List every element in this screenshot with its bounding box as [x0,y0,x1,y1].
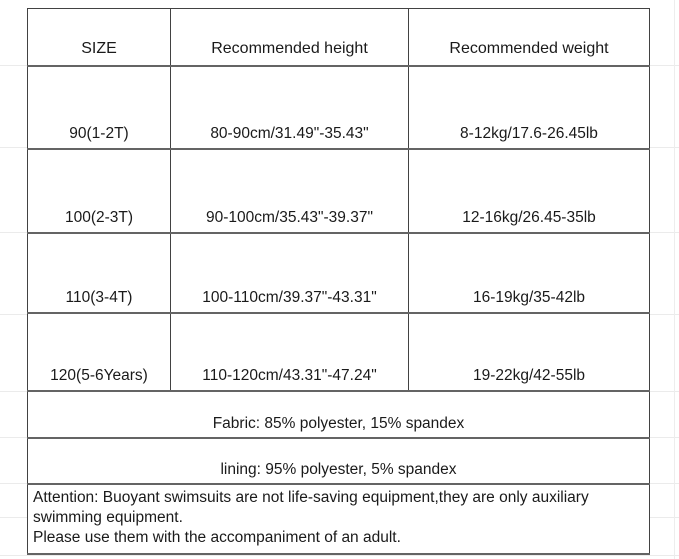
weight-cell: 19-22kg/42-55lb [408,312,650,391]
weight-cell: 16-19kg/35-42lb [408,232,650,313]
table-row: 120(5-6Years) 110-120cm/43.31"-47.24" 19… [27,312,650,391]
header-height: Recommended height [170,8,409,66]
attention-line-2: swimming equipment. [33,508,183,526]
fabric-note: Fabric: 85% polyester, 15% spandex [27,390,650,438]
weight-cell: 8-12kg/17.6-26.45lb [408,65,650,149]
attention-row: Attention: Buoyant swimsuits are not lif… [27,483,650,554]
size-cell: 90(1-2T) [27,65,171,149]
table-row: 110(3-4T) 100-110cm/39.37"-43.31" 16-19k… [27,232,650,313]
height-cell: 100-110cm/39.37"-43.31" [170,232,409,313]
margin-gridline-vertical [674,0,675,559]
attention-line-1: Attention: Buoyant swimsuits are not lif… [33,488,589,506]
attention-line-3: Please use them with the accompaniment o… [33,528,401,546]
height-cell: 80-90cm/31.49"-35.43" [170,65,409,149]
header-size: SIZE [27,8,171,66]
size-chart-table: SIZE Recommended height Recommended weig… [27,8,650,555]
header-row: SIZE Recommended height Recommended weig… [27,8,650,66]
size-cell: 120(5-6Years) [27,312,171,391]
size-cell: 100(2-3T) [27,148,171,233]
fabric-row: Fabric: 85% polyester, 15% spandex [27,390,650,438]
height-cell: 90-100cm/35.43"-39.37" [170,148,409,233]
height-cell: 110-120cm/43.31"-47.24" [170,312,409,391]
weight-cell: 12-16kg/26.45-35lb [408,148,650,233]
table-row: 90(1-2T) 80-90cm/31.49"-35.43" 8-12kg/17… [27,65,650,149]
lining-row: lining: 95% polyester, 5% spandex [27,437,650,484]
table-row: 100(2-3T) 90-100cm/35.43"-39.37" 12-16kg… [27,148,650,233]
size-cell: 110(3-4T) [27,232,171,313]
lining-note: lining: 95% polyester, 5% spandex [27,437,650,484]
margin-gridline [0,555,679,556]
header-weight: Recommended weight [408,8,650,66]
attention-note: Attention: Buoyant swimsuits are not lif… [27,483,650,554]
